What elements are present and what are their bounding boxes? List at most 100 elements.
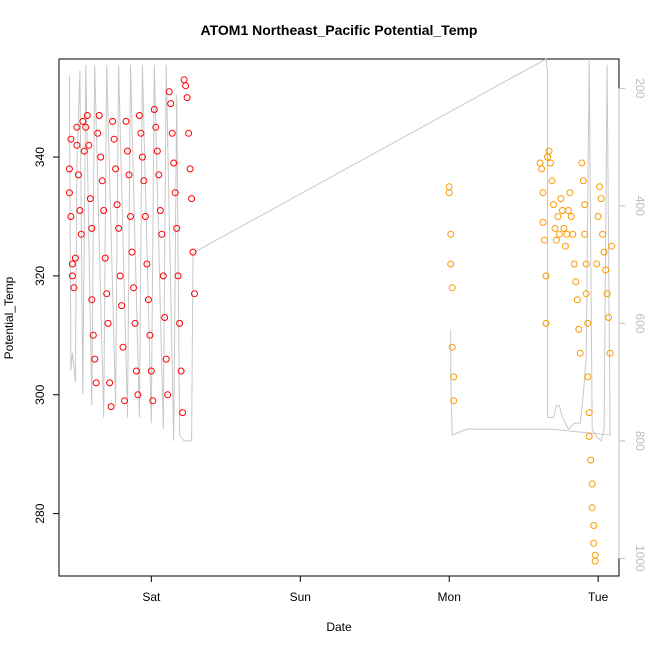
series1-point [135, 112, 143, 119]
series1-point [88, 296, 96, 304]
series2-point [564, 207, 572, 214]
series2-point [594, 213, 602, 220]
series1-point [98, 177, 106, 185]
series1-point [109, 117, 117, 125]
series1-point [113, 201, 121, 209]
series2-point [448, 284, 456, 292]
series1-point [137, 129, 145, 137]
series1-point [94, 129, 102, 137]
y2-tick-label: 800 [633, 431, 647, 451]
series1-point [107, 403, 115, 411]
series2-point [591, 557, 599, 565]
series1-point [164, 391, 172, 399]
series2-point [572, 278, 580, 286]
series1-point [121, 397, 128, 405]
series1-point [125, 171, 133, 179]
series2-point [582, 260, 590, 268]
series2-point [539, 218, 547, 226]
series1-point [82, 123, 90, 131]
series1-point [67, 213, 75, 220]
y-axis-label: Potential_Temp [2, 276, 16, 359]
series1-point [147, 367, 155, 375]
series1-point [144, 296, 152, 304]
series1-point [188, 195, 196, 203]
series1-point [134, 391, 142, 399]
series2-point [447, 230, 455, 238]
chart-title: ATOM1 Northeast_Pacific Potential_Temp [201, 22, 478, 38]
x-axis-label: Date [326, 620, 352, 634]
y2-tick-label: 200 [633, 78, 647, 98]
series1-point [106, 379, 114, 387]
series1-point [130, 284, 137, 292]
series2-point [576, 349, 584, 357]
y-tick-label: 300 [33, 384, 47, 404]
series1-point [152, 123, 160, 131]
series2-point [603, 290, 611, 298]
series2-point [447, 260, 455, 268]
series2-point [575, 325, 583, 333]
series1-point [77, 230, 85, 238]
series1-point [179, 409, 187, 417]
series1-point [79, 117, 87, 125]
series1-point [88, 224, 96, 232]
x-tick-label: Sat [142, 590, 161, 604]
series1-point [132, 367, 140, 375]
series1-point [70, 284, 78, 292]
x-tick-label: Tue [588, 590, 609, 604]
series2-point [582, 290, 590, 298]
x-tick-label: Mon [438, 590, 461, 604]
series1-point [86, 195, 94, 203]
series1-point [128, 248, 136, 256]
series2-point [450, 373, 458, 381]
series2-point [573, 296, 581, 304]
series1-point [170, 159, 178, 167]
series2-point [599, 230, 607, 238]
series1-point [89, 331, 97, 339]
y2-tick-label: 400 [633, 196, 647, 216]
series1-point [71, 254, 79, 262]
series2-point [585, 409, 593, 417]
series2-point [588, 504, 596, 512]
series2-point [539, 189, 547, 197]
series1-point [112, 165, 120, 173]
axes-layer: Sat Sun Mon Tue 280 300 320 340 200 400 600 800 1000 [33, 78, 647, 604]
series1-point [176, 319, 184, 327]
series1-point [85, 141, 93, 149]
series1-point [104, 319, 112, 327]
series1-point [76, 207, 84, 214]
series1-point [189, 248, 197, 256]
series2-point [561, 242, 569, 250]
series1-point [155, 171, 163, 179]
series1-point [116, 272, 124, 280]
series1-point [140, 177, 148, 185]
series1-point [110, 135, 118, 143]
series2-point [567, 213, 575, 220]
series1-point [150, 106, 158, 113]
series2-point [569, 230, 577, 238]
series2-point [445, 189, 453, 197]
series1-point [115, 224, 123, 232]
series1-point [83, 112, 91, 119]
series1-point [177, 367, 185, 375]
series1-point [74, 171, 82, 179]
series1-point [156, 207, 164, 214]
series1-point [101, 254, 109, 262]
series2-point [570, 260, 578, 268]
series1-point [182, 82, 190, 90]
series2-point [593, 260, 601, 268]
series1-point [73, 141, 81, 149]
series2-point [542, 319, 550, 327]
series2-point [545, 147, 553, 155]
y2-tick-label: 600 [633, 313, 647, 333]
series1-point [92, 379, 100, 387]
series1-point [153, 147, 161, 155]
series2-point [581, 201, 589, 209]
series1-point [149, 397, 157, 405]
series1-point [173, 224, 181, 232]
series1-point [80, 147, 88, 155]
series2-point [557, 195, 565, 203]
series1-point [67, 135, 75, 143]
series1-point [68, 260, 76, 268]
series1-point [143, 260, 151, 268]
